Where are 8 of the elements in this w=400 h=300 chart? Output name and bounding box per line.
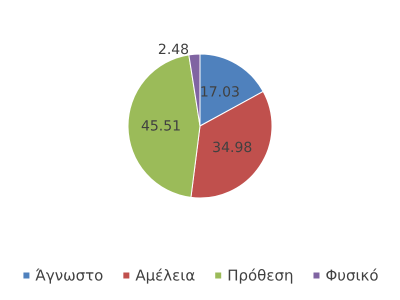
data-label: 2.48 — [158, 42, 190, 58]
legend-label: Άγνωστο — [35, 266, 104, 284]
legend-label: Φυσικό — [325, 266, 379, 284]
legend-label: Αμέλεια — [135, 266, 196, 284]
legend-label: Πρόθεση — [227, 266, 294, 284]
data-label: 34.98 — [212, 140, 252, 156]
data-label: 17.03 — [200, 84, 240, 100]
data-label: 45.51 — [140, 118, 182, 135]
